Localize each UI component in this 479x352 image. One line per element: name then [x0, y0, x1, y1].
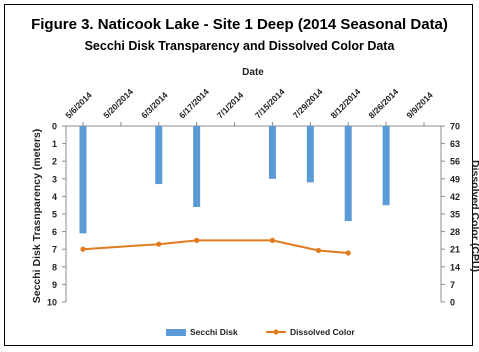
y2-axis-title: Dissolved Color (CPU) [469, 160, 479, 272]
y-tick-label: 2 [52, 157, 57, 167]
y2-tick-label: 49 [450, 174, 460, 184]
legend-label-secchi: Secchi Disk [190, 327, 238, 337]
legend: Secchi Disk Dissolved Color [166, 327, 355, 337]
y-tick-label: 3 [52, 174, 57, 184]
x-axis-title: Date [242, 67, 264, 78]
secchi-bar [344, 126, 352, 222]
dissolved-color-point [156, 241, 162, 247]
legend-label-dissolved-color: Dissolved Color [290, 327, 355, 337]
y-tick-label: 4 [52, 192, 57, 202]
y-tick-label: 10 [47, 298, 57, 308]
dissolved-color-point [315, 247, 322, 254]
y2-tick-label: 14 [450, 262, 460, 272]
y-tick-label: 9 [52, 280, 57, 290]
dissolved-color-line [82, 239, 349, 254]
y2-tick-label: 28 [450, 227, 460, 237]
y2-tick-label: 21 [450, 245, 460, 255]
y2-tick-label: 35 [450, 210, 460, 220]
y2-tick-label: 42 [450, 192, 460, 202]
x-tick-label: 5/6/2014 [63, 90, 94, 121]
dissolved-color-point [269, 237, 276, 243]
x-tick-label: 8/26/2014 [366, 86, 400, 120]
y-tick-label: 1 [52, 139, 57, 149]
y2-tick-label: 56 [450, 157, 460, 167]
dissolved-color-point [80, 246, 86, 252]
y-tick-label: 7 [52, 245, 57, 255]
legend-swatch-secchi [166, 329, 186, 336]
y2-tick-label: 0 [450, 298, 455, 308]
legend-marker-dissolved-color [273, 329, 279, 335]
x-tick-label: 7/29/2014 [291, 86, 325, 120]
chart-title: Figure 3. Naticook Lake - Site 1 Deep (2… [31, 16, 448, 33]
x-tick-label: 5/20/2014 [101, 86, 135, 120]
y-axis-title: Secchi Disk Trasnparency (meters) [31, 129, 43, 304]
secchi-bar [382, 126, 390, 206]
dissolved-color-point [345, 250, 351, 256]
x-tick-label: 9/9/2014 [404, 90, 435, 121]
y2-tick-label: 7 [450, 280, 455, 290]
x-tick-label: 7/15/2014 [253, 86, 287, 120]
x-tick-label: 6/17/2014 [177, 86, 211, 120]
x-tick-label: 7/1/2014 [215, 90, 246, 121]
secchi-bar [79, 126, 87, 234]
y2-tick-label: 70 [450, 122, 460, 132]
y-tick-label: 0 [52, 122, 57, 132]
secchi-bar [193, 126, 201, 207]
y2-tick-label: 63 [450, 139, 460, 149]
chart-subtitle: Secchi Disk Transparency and Dissolved C… [84, 39, 395, 53]
dissolved-color-point [194, 237, 200, 243]
y-tick-label: 5 [52, 210, 57, 220]
x-tick-label: 6/3/2014 [139, 90, 170, 121]
x-tick-label: 8/12/2014 [329, 86, 363, 120]
y-tick-label: 8 [52, 262, 57, 272]
secchi-bar [155, 126, 163, 185]
y-tick-label: 6 [52, 227, 57, 237]
secchi-bar [268, 126, 276, 179]
secchi-bar [306, 126, 314, 183]
